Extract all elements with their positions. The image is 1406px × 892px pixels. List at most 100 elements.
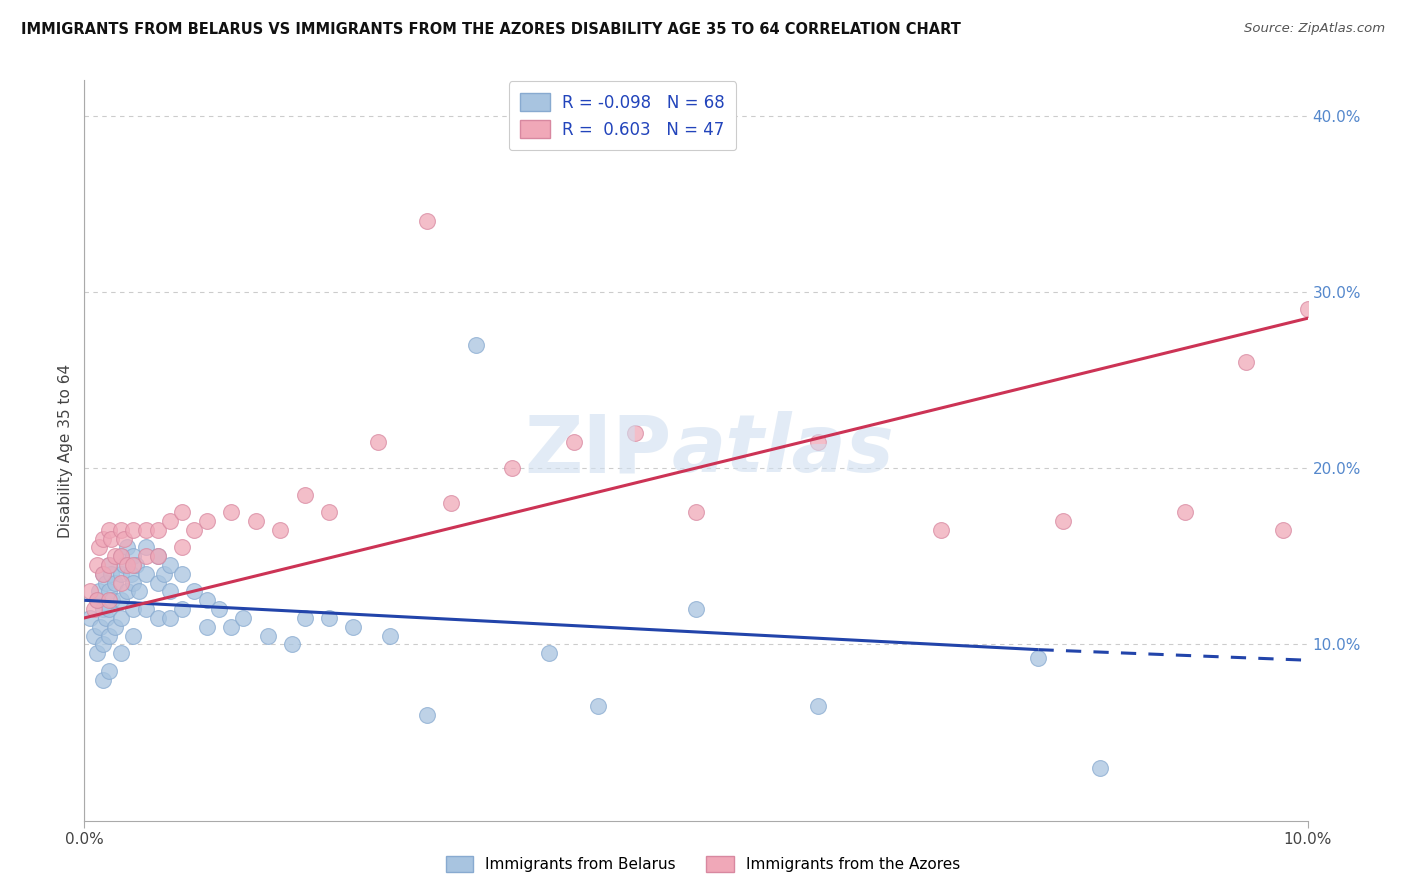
Point bbox=[101, 593, 124, 607]
Point bbox=[97, 602, 120, 616]
Point bbox=[104, 575, 127, 590]
Point bbox=[1052, 514, 1074, 528]
Point bbox=[122, 575, 145, 590]
Point bbox=[112, 532, 135, 546]
Point bbox=[318, 611, 340, 625]
Point bbox=[135, 549, 157, 564]
Point bbox=[110, 549, 132, 564]
Point bbox=[269, 523, 291, 537]
Point bbox=[79, 584, 101, 599]
Point bbox=[440, 496, 463, 510]
Point bbox=[120, 566, 142, 581]
Point bbox=[172, 541, 194, 555]
Point bbox=[195, 514, 218, 528]
Text: ZIP: ZIP bbox=[524, 411, 672, 490]
Point bbox=[172, 566, 194, 581]
Point bbox=[91, 673, 114, 687]
Point bbox=[122, 523, 145, 537]
Point bbox=[172, 505, 194, 519]
Point bbox=[86, 593, 108, 607]
Point bbox=[91, 602, 114, 616]
Point bbox=[294, 611, 316, 625]
Point bbox=[128, 584, 150, 599]
Point bbox=[122, 602, 145, 616]
Legend: Immigrants from Belarus, Immigrants from the Azores: Immigrants from Belarus, Immigrants from… bbox=[437, 848, 969, 880]
Text: Source: ZipAtlas.com: Source: ZipAtlas.com bbox=[1244, 22, 1385, 36]
Point bbox=[146, 575, 169, 590]
Point bbox=[96, 575, 118, 590]
Point bbox=[135, 541, 157, 555]
Point bbox=[464, 337, 486, 351]
Point bbox=[115, 541, 138, 555]
Point bbox=[257, 628, 280, 642]
Point bbox=[104, 620, 127, 634]
Point bbox=[159, 584, 181, 599]
Point bbox=[97, 523, 120, 537]
Point bbox=[97, 558, 120, 572]
Point bbox=[97, 593, 120, 607]
Point bbox=[97, 628, 120, 642]
Point bbox=[146, 549, 169, 564]
Point bbox=[110, 549, 132, 564]
Point bbox=[97, 664, 120, 678]
Point bbox=[91, 532, 114, 546]
Point bbox=[110, 611, 132, 625]
Point bbox=[83, 628, 105, 642]
Point bbox=[135, 523, 157, 537]
Point bbox=[110, 566, 132, 581]
Point bbox=[122, 628, 145, 642]
Point bbox=[807, 699, 830, 714]
Point bbox=[929, 523, 952, 537]
Point bbox=[115, 558, 138, 572]
Point bbox=[159, 611, 181, 625]
Point bbox=[97, 558, 120, 572]
Point bbox=[112, 558, 135, 572]
Point bbox=[172, 602, 194, 616]
Point bbox=[87, 541, 110, 555]
Point bbox=[79, 611, 101, 625]
Point bbox=[135, 602, 157, 616]
Point bbox=[159, 514, 181, 528]
Point bbox=[1174, 505, 1197, 519]
Point bbox=[1296, 302, 1319, 317]
Point bbox=[219, 620, 242, 634]
Point bbox=[183, 584, 205, 599]
Point bbox=[367, 434, 389, 449]
Point bbox=[538, 646, 561, 660]
Point bbox=[91, 566, 114, 581]
Point bbox=[416, 707, 439, 722]
Point bbox=[135, 566, 157, 581]
Point bbox=[110, 593, 132, 607]
Text: atlas: atlas bbox=[672, 411, 894, 490]
Point bbox=[294, 487, 316, 501]
Point bbox=[125, 558, 148, 572]
Point bbox=[86, 558, 108, 572]
Point bbox=[91, 566, 114, 581]
Point bbox=[96, 611, 118, 625]
Y-axis label: Disability Age 35 to 64: Disability Age 35 to 64 bbox=[58, 363, 73, 538]
Point bbox=[1236, 355, 1258, 369]
Point bbox=[87, 584, 110, 599]
Point bbox=[183, 523, 205, 537]
Point bbox=[159, 558, 181, 572]
Point bbox=[416, 214, 439, 228]
Point bbox=[502, 461, 524, 475]
Point bbox=[104, 549, 127, 564]
Point bbox=[110, 523, 132, 537]
Point bbox=[281, 637, 304, 651]
Point bbox=[86, 593, 108, 607]
Point bbox=[89, 620, 111, 634]
Point bbox=[318, 505, 340, 519]
Point bbox=[83, 602, 105, 616]
Point bbox=[1272, 523, 1295, 537]
Point bbox=[110, 646, 132, 660]
Point bbox=[208, 602, 231, 616]
Point bbox=[685, 505, 707, 519]
Legend: R = -0.098   N = 68, R =  0.603   N = 47: R = -0.098 N = 68, R = 0.603 N = 47 bbox=[509, 81, 737, 150]
Point bbox=[146, 523, 169, 537]
Point bbox=[195, 620, 218, 634]
Point bbox=[1028, 651, 1050, 665]
Point bbox=[146, 549, 169, 564]
Point bbox=[100, 532, 122, 546]
Point bbox=[91, 637, 114, 651]
